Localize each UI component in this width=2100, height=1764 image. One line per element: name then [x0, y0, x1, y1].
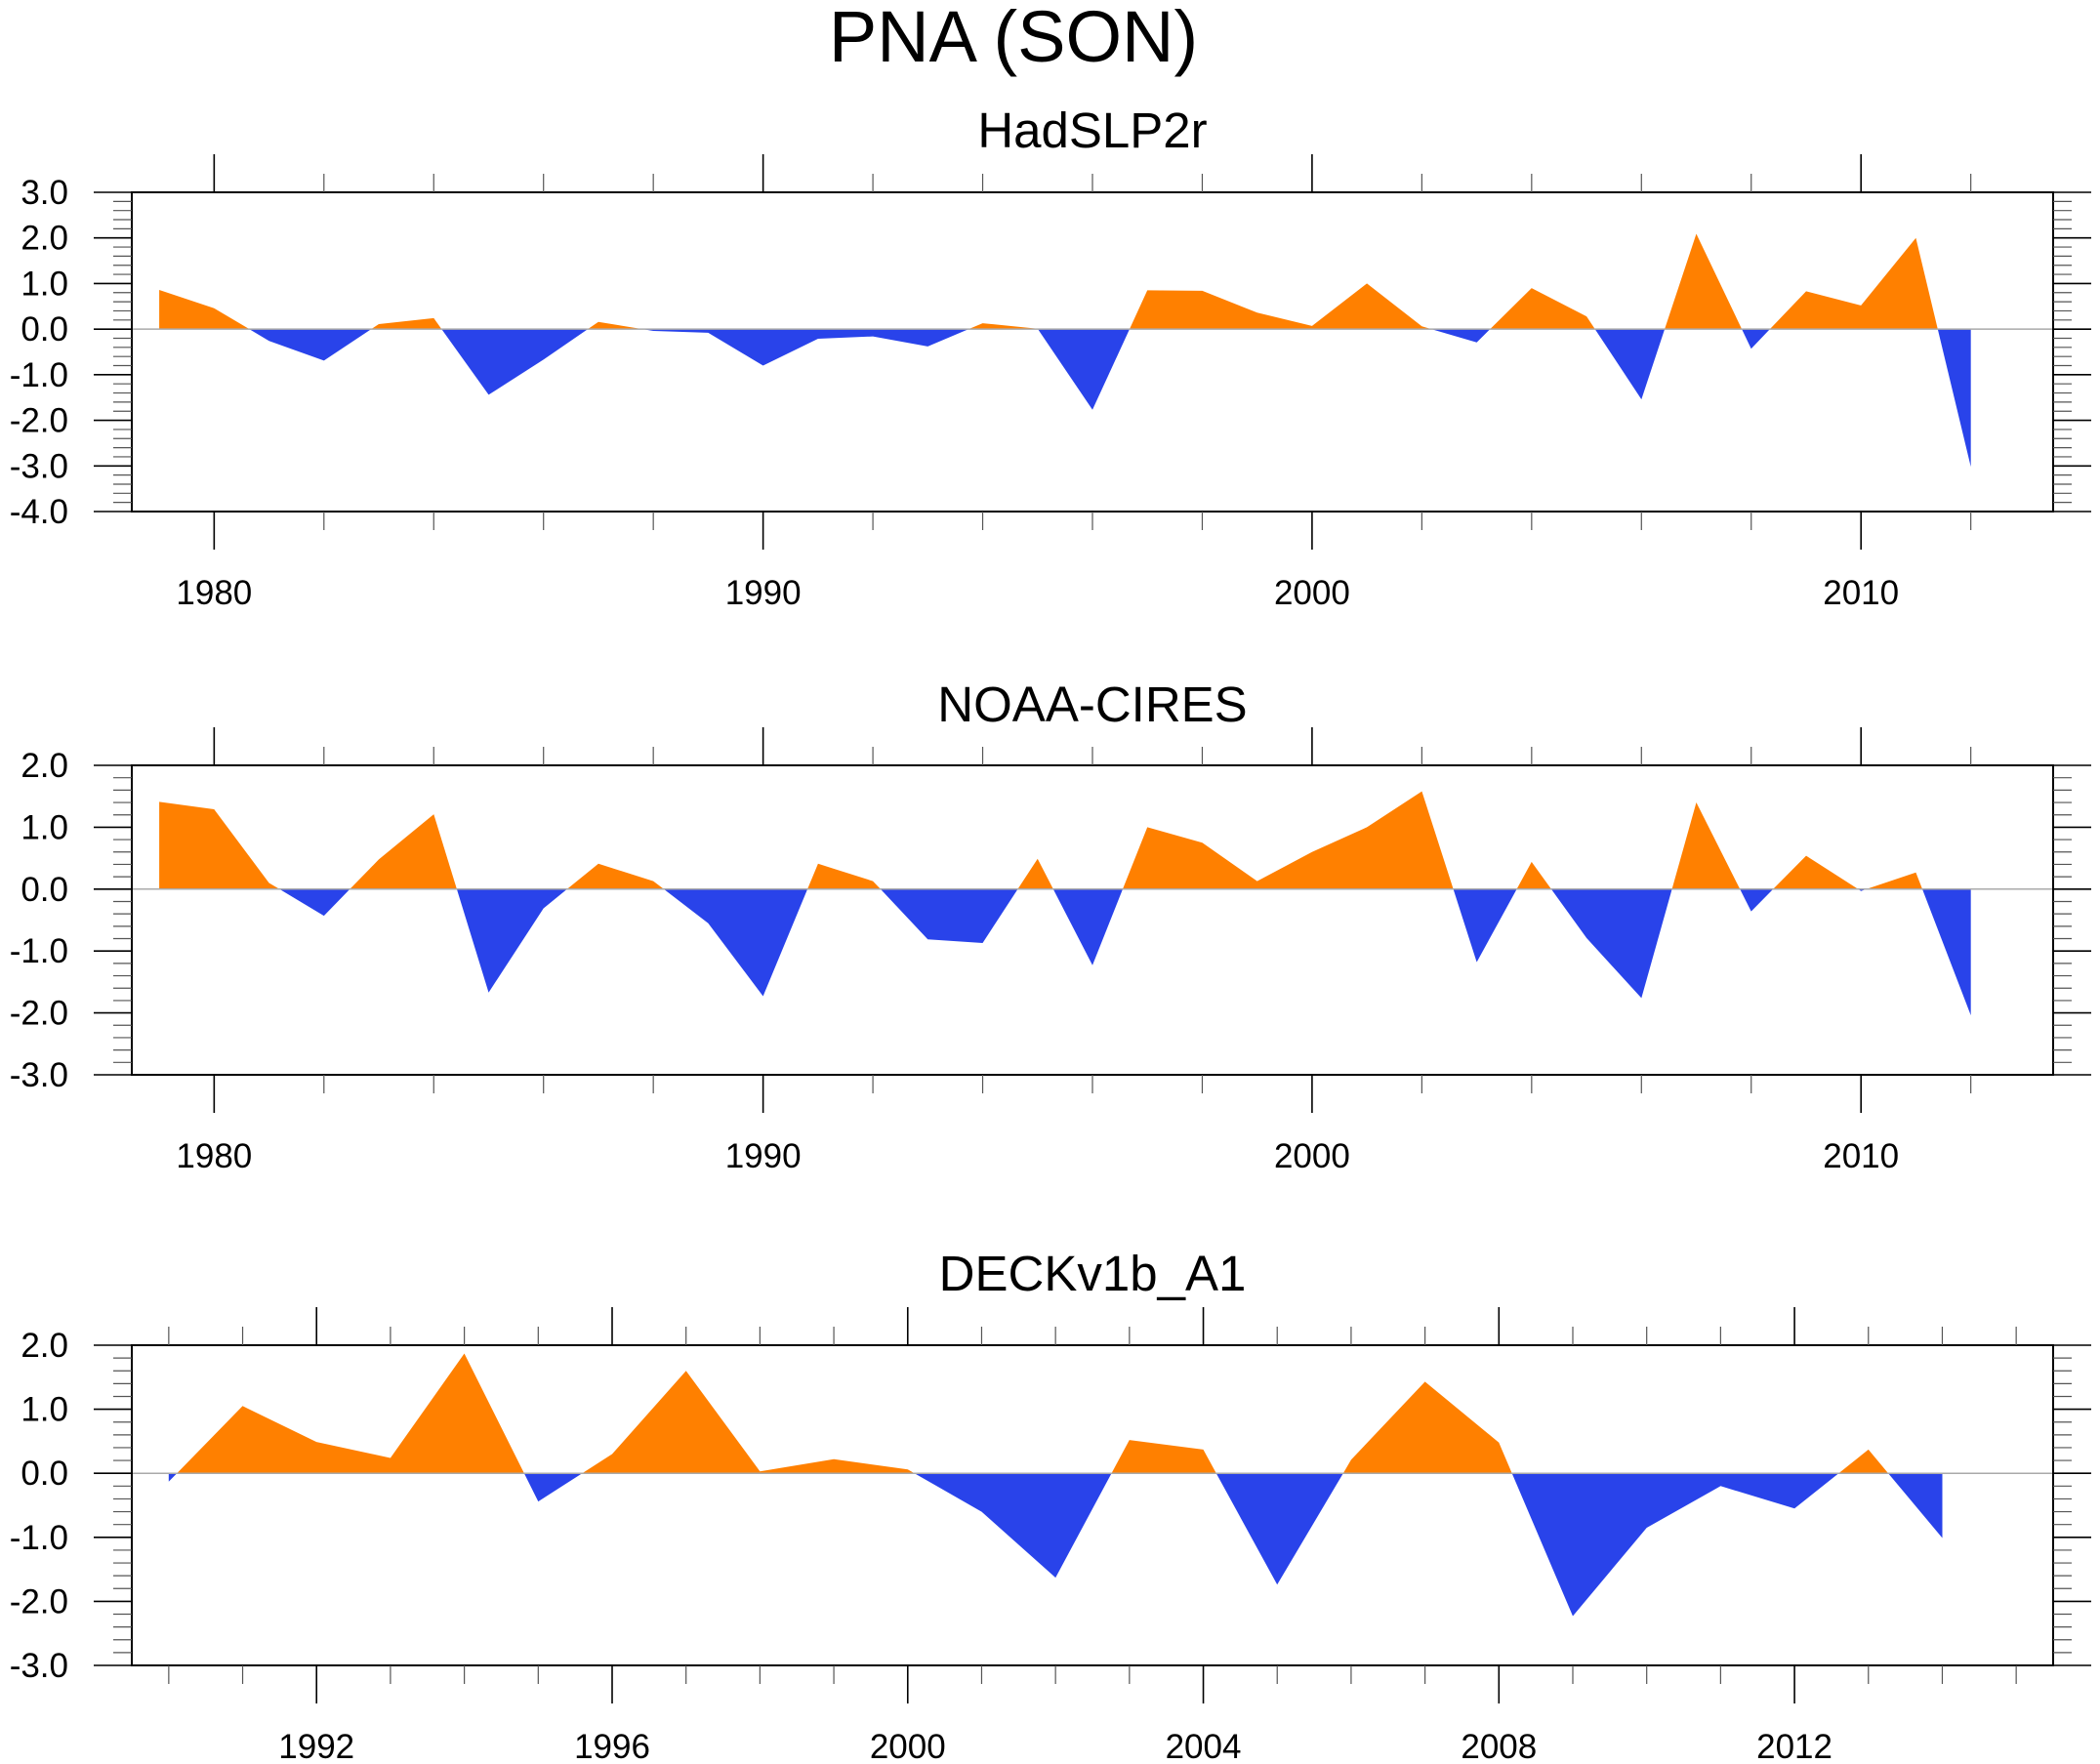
x-tick-label: 2004 — [1166, 1728, 1242, 1764]
x-tick-label: 1996 — [574, 1728, 650, 1764]
panel-title: DECKv1b_A1 — [939, 1246, 1247, 1301]
negative-anomaly-area — [1594, 329, 1666, 400]
positive-anomaly-area — [159, 290, 250, 330]
panel-title: NOAA-CIRES — [937, 677, 1247, 732]
negative-anomaly-area — [1937, 329, 1971, 468]
positive-anomaly-area — [159, 801, 280, 889]
y-tick-label: 0.0 — [21, 871, 68, 909]
negative-anomaly-area — [1038, 329, 1130, 410]
y-tick-label: 1.0 — [21, 1391, 68, 1429]
panel-noaa-cires: NOAA-CIRES 2.0 1.0 0.0 -1.0 -2.0 -3.0 1980 1990… — [10, 677, 2091, 1175]
plot-frame — [131, 1344, 2054, 1666]
positive-anomaly-area — [1665, 233, 1743, 330]
positive-anomaly-area — [1123, 791, 1454, 889]
negative-anomaly-area — [523, 1473, 583, 1502]
y-tick-label: -1.0 — [10, 356, 68, 394]
negative-anomaly-area — [456, 888, 567, 993]
y-tick-label: 1.0 — [21, 265, 68, 303]
negative-anomaly-area — [1550, 888, 1672, 999]
x-tick-label: 2010 — [1823, 1137, 1899, 1175]
y-tick-label: -1.0 — [10, 932, 68, 970]
y-tick-label: -4.0 — [10, 493, 68, 531]
y-tick-label: -1.0 — [10, 1519, 68, 1557]
y-tick-label: -3.0 — [10, 447, 68, 485]
negative-anomaly-area — [279, 888, 350, 917]
negative-anomaly-area — [641, 329, 969, 366]
positive-anomaly-area — [371, 317, 442, 330]
x-tick-label: 1990 — [725, 1137, 802, 1175]
negative-anomaly-area — [168, 1473, 178, 1482]
positive-anomaly-area — [1130, 283, 1431, 330]
positive-anomaly-area — [1111, 1440, 1216, 1474]
positive-anomaly-area — [1866, 872, 1922, 889]
y-tick-label: -2.0 — [10, 402, 68, 440]
y-tick-label: -3.0 — [10, 1647, 68, 1685]
x-tick-label: 2012 — [1756, 1728, 1832, 1764]
x-tick-label: 2010 — [1823, 574, 1899, 612]
y-tick-label: 1.0 — [21, 808, 68, 846]
x-tick-label: 1992 — [278, 1728, 354, 1764]
x-tick-label: 1980 — [176, 1137, 252, 1175]
x-tick-label: 2000 — [1274, 1137, 1350, 1175]
y-tick-label: -3.0 — [10, 1056, 68, 1094]
panel-hadslp2r: HadSLP2r 3.0 2.0 1.0 0.0 -1.0 -2.0 -3.0 -4.0 198… — [10, 103, 2091, 612]
positive-anomaly-area — [1490, 288, 1595, 330]
x-tick-label: 2000 — [870, 1728, 946, 1764]
y-tick-label: 3.0 — [21, 174, 68, 212]
y-tick-label: 2.0 — [21, 1327, 68, 1365]
positive-anomaly-area — [350, 814, 457, 889]
positive-anomaly-area — [177, 1353, 524, 1474]
negative-anomaly-area — [1431, 329, 1491, 343]
x-tick-label: 2008 — [1461, 1728, 1537, 1764]
x-tick-label: 1990 — [725, 574, 802, 612]
negative-anomaly-area — [1453, 888, 1517, 963]
y-tick-label: 0.0 — [21, 310, 68, 349]
figure-title: PNA (SON) — [829, 0, 1198, 77]
positive-anomaly-area — [1769, 237, 1938, 330]
positive-anomaly-area — [1838, 1449, 1889, 1474]
negative-anomaly-area — [663, 888, 808, 997]
negative-anomaly-area — [1740, 888, 1774, 912]
negative-anomaly-area — [1888, 1473, 1943, 1538]
panel-deckv1b-a1: DECKv1b_A1 2.0 1.0 0.0 -1.0 -2.0 -3.0 1992 1996… — [10, 1246, 2091, 1764]
positive-anomaly-area — [1671, 802, 1741, 889]
positive-anomaly-area — [1773, 855, 1859, 889]
panel-title: HadSLP2r — [977, 103, 1207, 158]
y-tick-label: 2.0 — [21, 220, 68, 258]
positive-anomaly-area — [566, 863, 664, 889]
y-tick-label: -2.0 — [10, 995, 68, 1033]
x-tick-label: 2000 — [1274, 574, 1350, 612]
positive-anomaly-area — [582, 1371, 915, 1474]
negative-anomaly-area — [249, 329, 372, 361]
positive-anomaly-area — [968, 323, 1039, 330]
positive-anomaly-area — [1516, 861, 1551, 889]
positive-anomaly-area — [1017, 858, 1053, 889]
negative-anomaly-area — [441, 329, 589, 395]
positive-anomaly-area — [588, 321, 642, 330]
y-tick-label: 2.0 — [21, 747, 68, 785]
negative-anomaly-area — [1052, 888, 1123, 965]
negative-anomaly-area — [1742, 329, 1770, 349]
positive-anomaly-area — [807, 863, 881, 889]
y-tick-label: -2.0 — [10, 1582, 68, 1620]
negative-anomaly-area — [914, 1473, 1112, 1579]
y-tick-label: 0.0 — [21, 1455, 68, 1493]
negative-anomaly-area — [1922, 888, 1971, 1016]
positive-anomaly-area — [1342, 1381, 1512, 1474]
negative-anomaly-area — [1511, 1473, 1839, 1617]
negative-anomaly-area — [1215, 1473, 1343, 1585]
negative-anomaly-area — [880, 888, 1018, 943]
x-tick-label: 1980 — [176, 574, 252, 612]
